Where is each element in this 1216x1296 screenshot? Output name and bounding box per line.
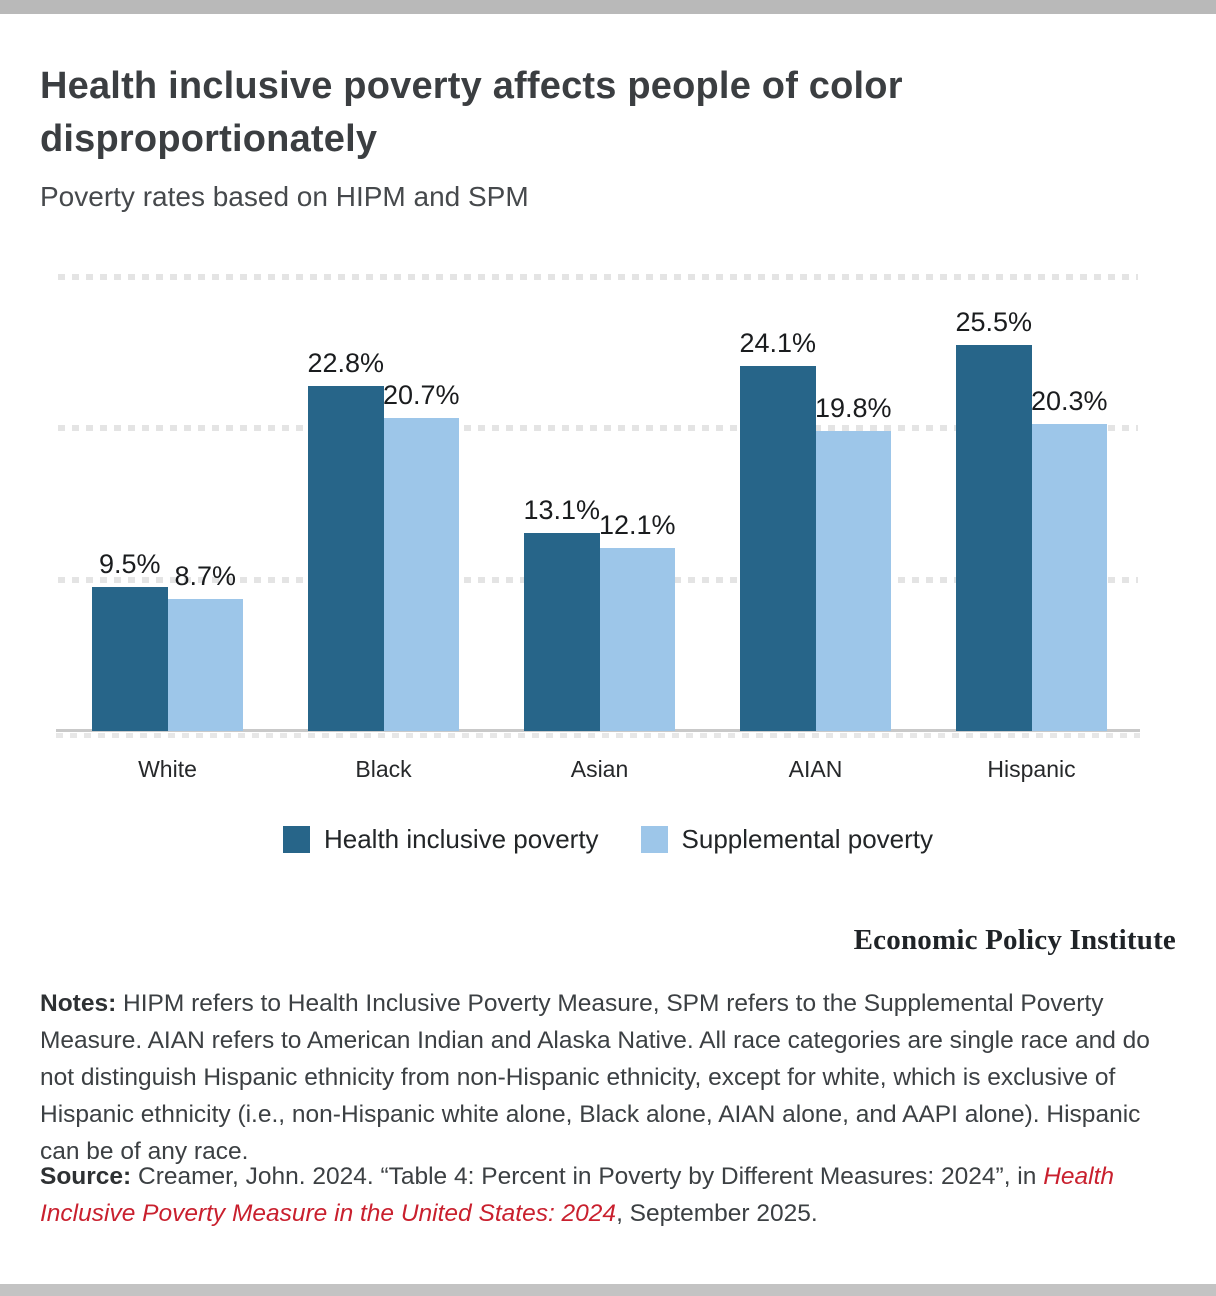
bottom-gray-bar — [0, 1284, 1216, 1296]
source-label: Source: — [40, 1163, 132, 1190]
x-axis-dotted-line — [56, 733, 1140, 738]
plot-area: 9.5% 8.7% White 22.8% 20.7% Black 13.1% 12.1% As… — [56, 274, 1140, 782]
legend-label-health-inclusive: Health inclusive poverty — [323, 824, 599, 854]
bar-white-spm[interactable] — [167, 599, 243, 731]
bar-asian-hipm[interactable] — [524, 532, 600, 731]
gridline-20-percent — [58, 425, 1138, 432]
legend-item-health-inclusive-poverty[interactable]: Health inclusive poverty — [282, 824, 599, 855]
epi-branding: Economic Policy Institute — [853, 924, 1176, 956]
category-label-white: White — [138, 756, 197, 782]
source-link[interactable]: Health Inclusive Poverty Measure in the … — [40, 1163, 1115, 1227]
chart-subtitle: Poverty rates based on HIPM and SPM — [40, 181, 529, 212]
gridline-30-percent — [58, 274, 1138, 280]
category-label-aian: AIAN — [788, 756, 843, 782]
bar-value-label-aian-hipm: 24.1% — [739, 328, 817, 359]
bar-value-label-black-spm: 20.7% — [382, 379, 460, 410]
top-gray-bar — [0, 0, 1216, 14]
notes-paragraph: Notes: HIPM refers to Health Inclusive P… — [40, 985, 1178, 1170]
bar-value-label-asian-spm: 12.1% — [598, 509, 676, 540]
bar-value-label-white-hipm: 9.5% — [98, 549, 161, 580]
category-label-hispanic: Hispanic — [987, 756, 1076, 782]
bar-value-label-hispanic-spm: 20.3% — [1030, 385, 1108, 416]
legend-item-supplemental-poverty[interactable]: Supplemental poverty — [640, 824, 934, 855]
bar-value-label-aian-spm: 19.8% — [814, 393, 892, 424]
bar-hispanic-hipm[interactable] — [956, 345, 1032, 731]
legend-swatch-supplemental — [640, 826, 668, 853]
bar-value-label-black-hipm: 22.8% — [307, 347, 385, 378]
category-label-asian: Asian — [570, 756, 629, 782]
bar-value-label-asian-hipm: 13.1% — [523, 494, 601, 525]
bar-black-hipm[interactable] — [308, 385, 384, 731]
category-label-black: Black — [355, 756, 412, 782]
bar-value-label-white-spm: 8.7% — [174, 561, 237, 592]
bar-aian-hipm[interactable] — [740, 366, 816, 731]
source-text-before-link: Creamer, John. 2024. “Table 4: Percent i… — [138, 1163, 1037, 1190]
notes-text: HIPM refers to Health Inclusive Poverty … — [40, 990, 1150, 1165]
legend-label-supplemental: Supplemental poverty — [681, 824, 934, 854]
bar-hispanic-spm[interactable] — [1031, 423, 1107, 731]
chart-title: Health inclusive poverty affects people … — [40, 65, 903, 160]
chart-legend: Health inclusive poverty Supplemental po… — [0, 824, 1216, 855]
bar-value-label-hispanic-hipm: 25.5% — [955, 307, 1033, 338]
bar-white-hipm[interactable] — [92, 587, 168, 731]
notes-label: Notes: — [40, 990, 117, 1017]
source-text-after-link: , September 2025. — [616, 1200, 818, 1227]
bar-black-spm[interactable] — [383, 417, 459, 731]
bar-aian-spm[interactable] — [815, 431, 891, 731]
legend-swatch-health-inclusive — [282, 826, 310, 853]
bar-asian-spm[interactable] — [599, 547, 675, 731]
source-paragraph: Source: Creamer, John. 2024. “Table 4: P… — [40, 1158, 1178, 1232]
